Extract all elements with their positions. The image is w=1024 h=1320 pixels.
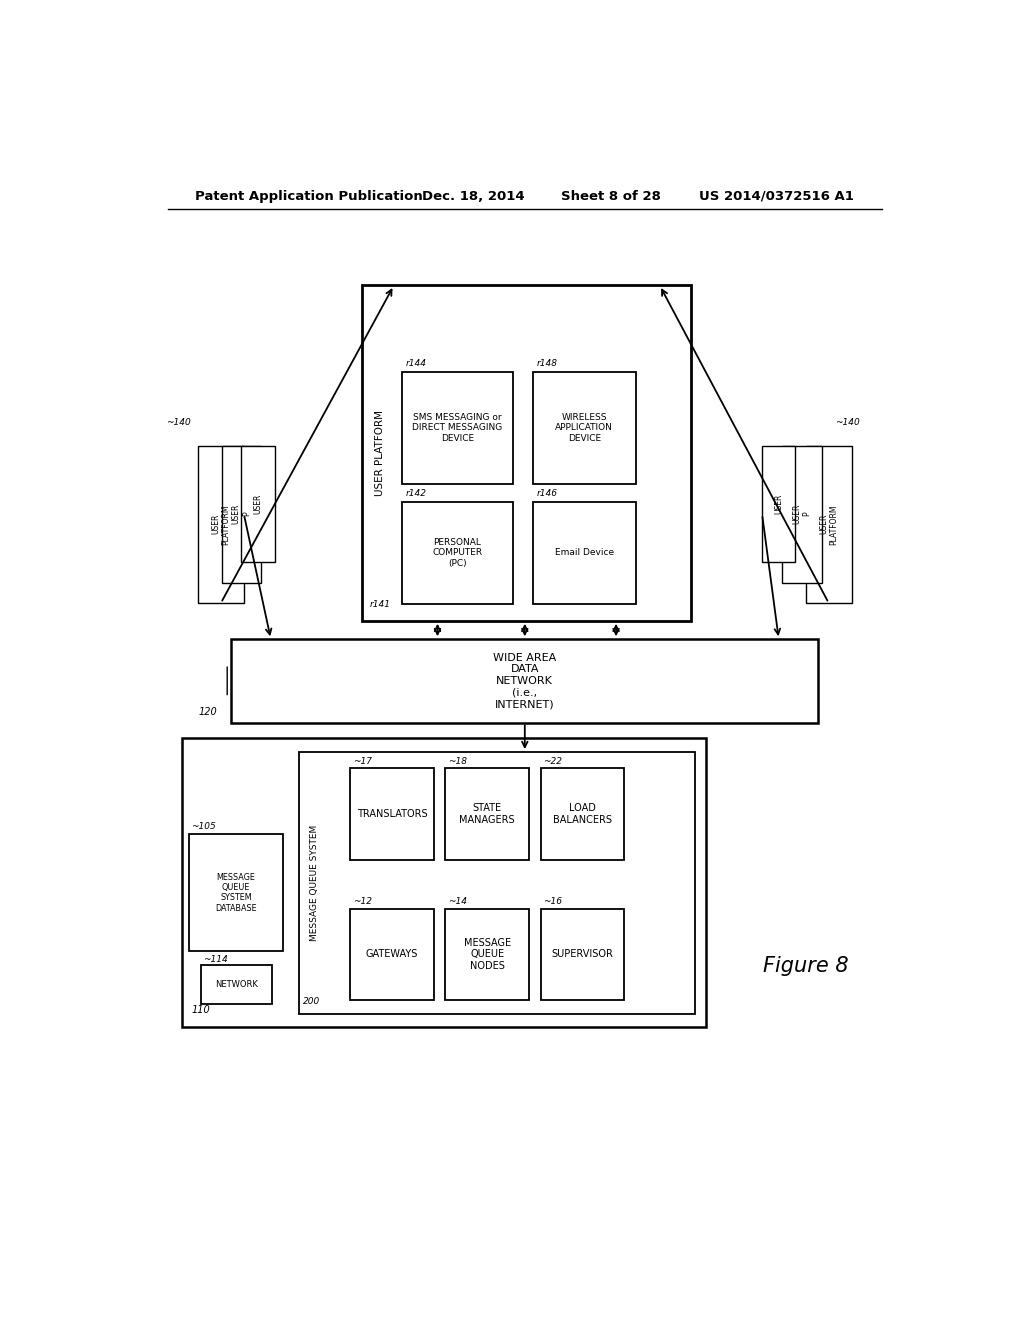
Text: SUPERVISOR: SUPERVISOR — [551, 949, 613, 960]
Text: US 2014/0372516 A1: US 2014/0372516 A1 — [699, 190, 854, 202]
Text: NETWORK: NETWORK — [215, 981, 258, 989]
Bar — [350, 768, 433, 859]
Text: SMS MESSAGING or
DIRECT MESSAGING
DEVICE: SMS MESSAGING or DIRECT MESSAGING DEVICE — [413, 413, 503, 442]
Text: MESSAGE
QUEUE
SYSTEM
DATABASE: MESSAGE QUEUE SYSTEM DATABASE — [215, 873, 257, 913]
Text: TRANSLATORS: TRANSLATORS — [356, 809, 427, 818]
Text: ~12: ~12 — [352, 896, 372, 906]
Bar — [242, 446, 274, 562]
Bar — [189, 834, 283, 952]
Bar — [541, 908, 624, 1001]
Text: ~140: ~140 — [166, 418, 190, 428]
Text: ~105: ~105 — [190, 821, 215, 830]
Bar — [806, 446, 852, 603]
Text: Figure 8: Figure 8 — [763, 957, 849, 977]
Text: GATEWAYS: GATEWAYS — [366, 949, 418, 960]
Text: r144: r144 — [406, 359, 427, 368]
Text: ~14: ~14 — [447, 896, 467, 906]
Text: USER
PLATFORM: USER PLATFORM — [211, 504, 230, 545]
Bar — [532, 502, 636, 603]
Text: ~114: ~114 — [203, 954, 227, 964]
Text: USER
PLATFORM: USER PLATFORM — [819, 504, 839, 545]
Text: ~18: ~18 — [447, 756, 467, 766]
Bar — [532, 372, 636, 483]
Text: STATE
MANAGERS: STATE MANAGERS — [460, 803, 515, 825]
Text: MESSAGE QUEUE SYSTEM: MESSAGE QUEUE SYSTEM — [310, 825, 319, 941]
Bar — [401, 372, 513, 483]
Text: USER
P: USER P — [793, 504, 811, 524]
Bar — [362, 285, 691, 620]
Text: ~22: ~22 — [543, 756, 562, 766]
Text: USER: USER — [254, 494, 262, 515]
Bar — [445, 908, 528, 1001]
Bar — [762, 446, 796, 562]
Bar — [182, 738, 706, 1027]
Bar — [401, 502, 513, 603]
Text: 200: 200 — [303, 997, 319, 1006]
Bar — [198, 446, 244, 603]
Text: r141: r141 — [370, 599, 391, 609]
Text: r146: r146 — [537, 490, 558, 499]
Text: ~17: ~17 — [352, 756, 372, 766]
Text: MESSAGE
QUEUE
NODES: MESSAGE QUEUE NODES — [464, 937, 511, 970]
Text: ~16: ~16 — [543, 896, 562, 906]
Bar — [350, 908, 433, 1001]
Text: WIRELESS
APPLICATION
DEVICE: WIRELESS APPLICATION DEVICE — [555, 413, 613, 442]
Text: USER PLATFORM: USER PLATFORM — [375, 411, 385, 496]
Text: ~140: ~140 — [836, 418, 860, 428]
Text: Sheet 8 of 28: Sheet 8 of 28 — [560, 190, 660, 202]
Text: WIDE AREA
DATA
NETWORK
(i.e.,
INTERNET): WIDE AREA DATA NETWORK (i.e., INTERNET) — [494, 652, 556, 709]
Bar — [299, 752, 695, 1014]
Text: 110: 110 — [191, 1006, 210, 1015]
Bar — [445, 768, 528, 859]
Text: Dec. 18, 2014: Dec. 18, 2014 — [422, 190, 524, 202]
Text: Patent Application Publication: Patent Application Publication — [196, 190, 423, 202]
Text: USER
P: USER P — [231, 504, 251, 524]
Bar — [541, 768, 624, 859]
Bar — [231, 639, 818, 722]
Text: PERSONAL
COMPUTER
(PC): PERSONAL COMPUTER (PC) — [432, 537, 482, 568]
Bar — [201, 965, 272, 1005]
Text: USER: USER — [774, 494, 783, 515]
Text: Email Device: Email Device — [555, 548, 613, 557]
Bar — [782, 446, 821, 582]
Text: 120: 120 — [198, 708, 217, 717]
Text: r142: r142 — [406, 490, 427, 499]
Text: LOAD
BALANCERS: LOAD BALANCERS — [553, 803, 611, 825]
Bar — [221, 446, 261, 582]
Text: r148: r148 — [537, 359, 558, 368]
